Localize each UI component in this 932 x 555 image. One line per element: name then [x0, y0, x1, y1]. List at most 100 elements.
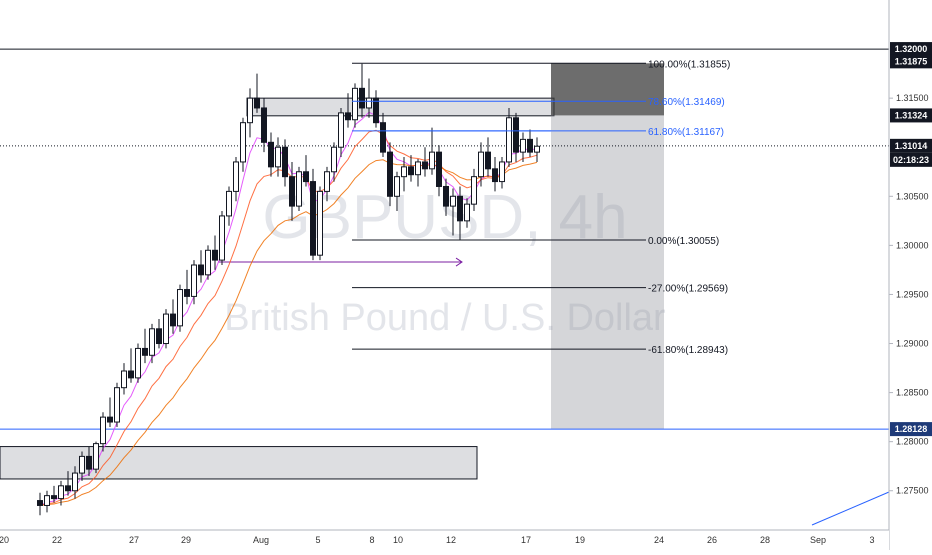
candle-bullish: [317, 190, 323, 256]
candle-bearish: [513, 117, 519, 153]
candle-bullish: [275, 146, 281, 168]
demand-zone[interactable]: [0, 446, 478, 480]
candle-bullish: [205, 249, 211, 276]
x-tick-label: 10: [393, 535, 403, 545]
x-tick-label: Sep: [810, 535, 826, 545]
candle-bearish: [345, 112, 351, 121]
candle-bearish: [527, 138, 533, 153]
candle-bullish: [331, 146, 337, 173]
candle-bullish: [247, 97, 253, 124]
fib-level-label: -27.00%(1.29569): [648, 284, 728, 295]
fib-level-label: 100.00%(1.31855): [648, 59, 730, 70]
ma-slow-line: [39, 159, 538, 506]
price-badge: [890, 108, 932, 123]
candles-layer: [37, 63, 540, 516]
candle-bullish: [520, 138, 526, 153]
price-badge-label: 1.31875: [895, 56, 928, 66]
candle-bullish: [58, 485, 64, 500]
x-tick-label: 22: [52, 535, 62, 545]
candle-bearish: [408, 166, 414, 176]
x-tick-label: 20: [0, 535, 9, 545]
moving-averages-layer: [39, 111, 538, 506]
x-tick-label: 28: [760, 535, 770, 545]
candle-bullish: [226, 190, 232, 217]
candle-bullish: [506, 117, 512, 163]
candle-bullish: [394, 176, 400, 197]
time-axis-ticks: 20 22 27 29 Aug 5 8 10 12 17 19 24 26 28 Sep 3: [0, 535, 875, 545]
price-badge-label: 1.28128: [895, 424, 928, 434]
candle-bullish: [471, 176, 477, 205]
x-tick-label: 19: [575, 535, 585, 545]
price-badge-label: 1.31324: [895, 110, 928, 120]
candle-bullish: [240, 122, 246, 163]
candle-bullish: [93, 443, 99, 470]
candle-bullish: [450, 195, 456, 207]
price-badge-label: 1.31014: [895, 141, 928, 151]
candle-bullish: [296, 171, 302, 207]
candle-bullish: [324, 171, 330, 192]
candle-bullish: [163, 313, 169, 345]
x-tick-label: 26: [707, 535, 717, 545]
candle-bearish: [51, 495, 57, 500]
price-badge: [890, 138, 932, 153]
price-badge-label: 1.32000: [895, 44, 928, 54]
candle-bullish: [401, 166, 407, 178]
projection-lower-box[interactable]: [551, 115, 664, 430]
price-axis-ticks: 1.32000 1.31875 1.31500 1.31324 1.31014 1.305…: [889, 42, 932, 496]
candle-bullish: [429, 151, 435, 170]
candle-bullish: [233, 161, 239, 192]
x-tick-label: 24: [654, 535, 664, 545]
ma-medium-line: [39, 129, 538, 506]
candle-bearish: [156, 328, 162, 345]
candle-bearish: [457, 195, 463, 222]
projection-upper-box[interactable]: [551, 63, 664, 116]
fib-level-label: 78.60%(1.31469): [648, 97, 725, 108]
countdown-label: 02:18:23: [893, 155, 929, 165]
candle-bearish: [86, 455, 92, 470]
candle-bearish: [198, 264, 204, 276]
price-badge: [890, 422, 932, 437]
candle-bearish: [107, 416, 113, 423]
candle-bearish: [373, 97, 379, 124]
trend-line[interactable]: [811, 491, 890, 526]
price-axis-panel[interactable]: [889, 0, 932, 550]
x-tick-label: 3: [869, 535, 874, 545]
candle-bullish: [100, 416, 106, 445]
candle-bearish: [170, 313, 176, 327]
candle-bearish: [268, 141, 274, 168]
watermark-name: British Pound / U.S. Dollar: [224, 297, 666, 339]
price-badge: [890, 42, 932, 57]
candle-bullish: [177, 289, 183, 327]
x-tick-label: 17: [521, 535, 531, 545]
candle-bearish: [282, 146, 288, 178]
x-tick-label: 27: [129, 535, 139, 545]
y-tick-label: 1.28500: [896, 388, 929, 398]
x-tick-label: 8: [369, 535, 374, 545]
candle-bullish: [366, 97, 372, 109]
candle-bullish: [415, 161, 421, 176]
candle-bearish: [380, 122, 386, 153]
candle-bullish: [219, 215, 225, 261]
fib-level-label: 0.00%(1.30055): [648, 236, 719, 247]
candle-bearish: [289, 176, 295, 207]
candle-bearish: [485, 151, 491, 170]
candle-bullish: [44, 495, 50, 506]
candle-bullish: [121, 370, 127, 389]
candle-bearish: [184, 289, 190, 297]
fibonacci-layer: 100.00%(1.31855) 78.60%(1.31469) 61.80%(1.…: [352, 59, 730, 356]
candle-bearish: [359, 87, 365, 109]
candle-bearish: [212, 249, 218, 261]
candle-bullish: [79, 455, 85, 474]
candle-bullish: [338, 112, 344, 148]
candle-bearish: [443, 185, 449, 207]
time-axis-panel[interactable]: [0, 530, 889, 550]
arrow-head: [455, 257, 463, 267]
x-tick-label: Aug: [253, 535, 269, 545]
y-tick-label: 1.30000: [896, 240, 929, 250]
candle-bullish: [499, 161, 505, 183]
candle-bearish: [436, 151, 442, 187]
candle-bearish: [261, 107, 267, 143]
x-tick-label: 29: [181, 535, 191, 545]
